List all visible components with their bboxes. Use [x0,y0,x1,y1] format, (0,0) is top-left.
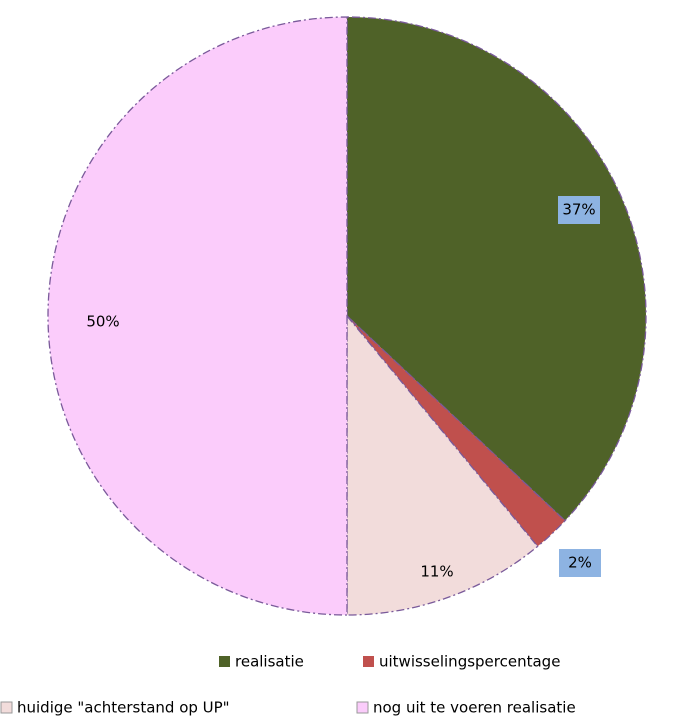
label-background [559,549,601,577]
legend: realisatie uitwisselingspercentage huidige… [0,653,576,717]
legend-label: uitwisselingspercentage [379,653,560,671]
label-background [558,196,600,224]
legend-label: nog uit te voeren realisatie [373,699,576,717]
pie-slice [47,16,348,616]
data-label: 37% [562,201,595,219]
legend-label: realisatie [235,653,304,671]
data-labels: 37% 2% 11% 50% [86,196,601,581]
legend-swatch [356,701,369,714]
legend-label: huidige "achterstand op UP" [17,699,230,717]
pie-slice [346,314,539,616]
legend-swatch [219,656,230,667]
pie-slice [346,315,566,548]
pie-slice [346,16,647,522]
data-label: 11% [420,563,453,581]
legend-swatch [0,701,13,714]
pie [47,16,647,616]
data-label: 2% [568,554,592,572]
legend-swatch [363,656,374,667]
data-label: 50% [86,313,119,331]
